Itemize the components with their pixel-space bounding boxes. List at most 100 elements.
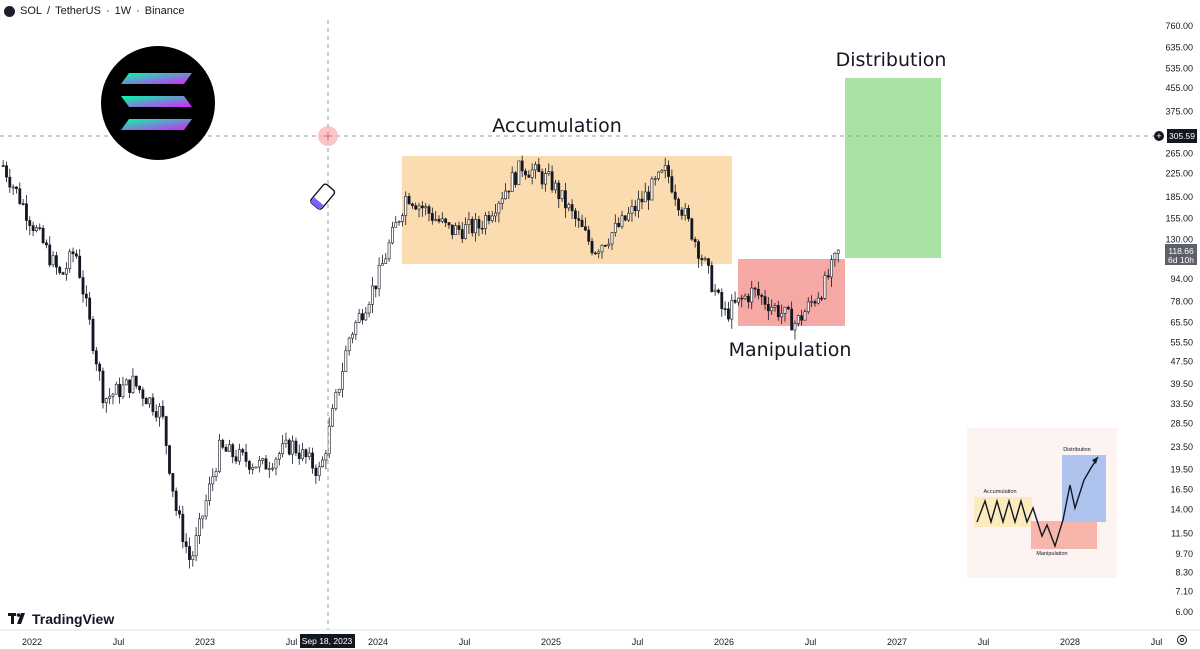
crosshair-price-tag: + 305.59 — [1154, 129, 1197, 143]
interval-label[interactable]: 1W — [114, 5, 132, 17]
candle-body — [391, 227, 394, 244]
price-tick-label: 33.50 — [1170, 399, 1193, 409]
candle-body — [108, 395, 112, 399]
candle-body — [557, 182, 561, 200]
candle-body — [653, 178, 657, 180]
candle-body — [381, 263, 384, 266]
candle-body — [181, 513, 185, 543]
candle-body — [371, 285, 374, 305]
candle-body — [697, 241, 700, 259]
candle-body — [68, 251, 72, 269]
candle-body — [31, 225, 35, 232]
candle-body — [826, 275, 830, 278]
candle-body — [547, 171, 551, 174]
candle-body — [776, 305, 780, 318]
candle-body — [184, 541, 188, 547]
inset-price-path — [976, 456, 1099, 549]
candle-body — [251, 467, 255, 470]
tradingview-brand[interactable]: TradingView — [8, 611, 114, 627]
candle-body — [78, 255, 82, 278]
crosshair-price-value: 305.59 — [1169, 131, 1195, 141]
candle-body — [18, 188, 22, 204]
candle-body — [334, 392, 338, 409]
candle-body — [45, 242, 48, 246]
price-tick-label: 94.00 — [1170, 274, 1193, 284]
candle-body — [447, 222, 451, 226]
candle-body — [607, 243, 611, 246]
candle-body — [820, 297, 823, 300]
candle-body — [620, 215, 624, 227]
candle-body — [773, 305, 777, 308]
price-axis[interactable]: 760.00 635.00 535.00 455.00 375.00 265.00 225.… — [1165, 21, 1193, 617]
candle-body — [341, 371, 344, 390]
candle-body — [810, 301, 814, 303]
candle-body — [234, 456, 238, 462]
settings-gear-icon[interactable] — [1176, 634, 1188, 646]
candle-body — [600, 244, 604, 253]
price-tick-label: 11.50 — [1171, 528, 1193, 538]
price-tick-label: 375.00 — [1165, 106, 1193, 116]
candle-body — [720, 292, 724, 309]
candle-body — [344, 350, 348, 372]
price-tick-label: 28.50 — [1170, 418, 1193, 428]
price-tick-label: 265.00 — [1165, 149, 1193, 159]
candle-body — [247, 461, 251, 470]
candle-body — [8, 176, 12, 188]
candle-body — [254, 466, 258, 469]
candle-body — [214, 471, 218, 477]
time-tick-label: 2027 — [887, 637, 907, 647]
candle-body — [497, 203, 501, 214]
candle-body — [647, 191, 650, 201]
eraser-cursor-icon — [310, 183, 336, 210]
candle-body — [21, 203, 25, 205]
candle-body — [564, 190, 567, 209]
chart-header: SOL / TetherUS · 1W · Binance — [4, 3, 185, 19]
candle-body — [264, 458, 268, 470]
candle-body — [354, 321, 358, 335]
price-tick-label: 47.50 — [1170, 357, 1193, 367]
candle-body — [218, 439, 221, 472]
candle-body — [813, 301, 817, 304]
candle-body — [397, 221, 401, 223]
candle-body — [144, 398, 148, 405]
candle-body — [660, 169, 664, 173]
time-tick-label: Jul — [805, 637, 817, 647]
inset-distribution-label: Distribution — [1063, 447, 1091, 453]
candle-body — [74, 253, 78, 257]
candle-body — [753, 287, 757, 290]
candle-body — [500, 198, 504, 204]
symbol-base[interactable]: SOL — [20, 5, 43, 17]
candle-body — [530, 169, 534, 178]
candle-body — [81, 277, 85, 295]
candle-body — [460, 229, 464, 239]
candle-body — [101, 370, 105, 404]
candle-body — [710, 265, 714, 292]
candle-body — [357, 313, 361, 323]
manipulation-label: Manipulation — [729, 339, 852, 361]
candle-body — [41, 227, 45, 244]
candle-body — [158, 406, 161, 418]
candle-body — [5, 165, 8, 178]
candle-body — [743, 295, 747, 299]
candle-body — [494, 212, 497, 217]
candle-body — [613, 222, 617, 233]
candle-body — [593, 252, 597, 255]
candle-body — [227, 444, 231, 452]
price-tick-label: 39.50 — [1170, 379, 1193, 389]
candle-body — [94, 350, 98, 365]
time-tick-label: 2022 — [22, 637, 42, 647]
time-axis[interactable]: 2022 Jul 2023 Jul 2024 Jul 2025 Jul 2026 Jul 2027 J… — [22, 637, 1162, 647]
candle-body — [763, 296, 767, 305]
time-tick-label: 2024 — [368, 637, 388, 647]
candle-body — [1, 165, 5, 167]
candle-body — [171, 473, 175, 492]
price-tick-label: 65.50 — [1170, 318, 1193, 328]
candle-body — [58, 266, 62, 273]
candle-body — [650, 178, 654, 201]
candle-body — [477, 219, 481, 229]
candle-body — [198, 518, 201, 536]
candle-body — [733, 299, 737, 303]
exchange-label: Binance — [144, 5, 185, 17]
candle-body — [830, 259, 833, 278]
